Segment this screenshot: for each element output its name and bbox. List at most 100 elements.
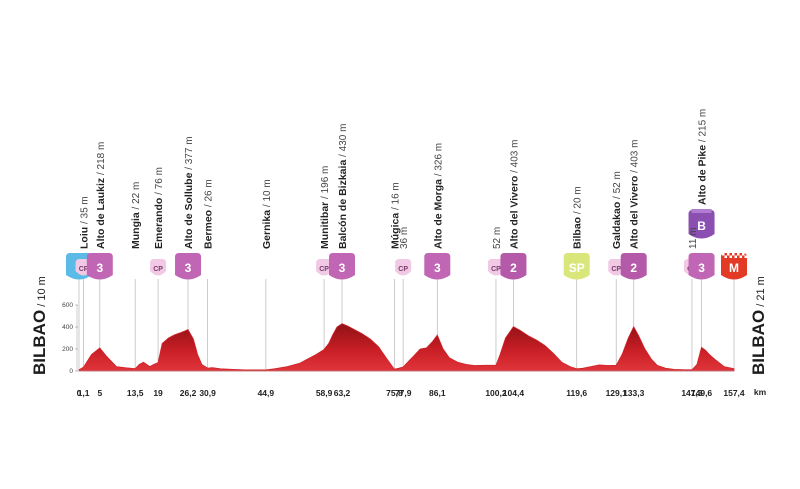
badge-text: 2 [510, 261, 517, 275]
badge-text: 2 [630, 261, 637, 275]
point-name: Alto del Vivero [508, 176, 520, 249]
km-tick-label: 104,4 [503, 388, 525, 398]
km-tick-label: 5 [97, 388, 102, 398]
km-ticks: 01,1 5 13,5 19 26,2 30,9 44,9 58,9 63,2 75,877,9 8… [77, 388, 745, 398]
badge-text: 3 [434, 261, 441, 275]
point-label: Bermeo / 26 m [203, 179, 215, 249]
point-name: Alto de Pike [697, 145, 709, 205]
point-altitude: / 16 m [390, 182, 401, 213]
leader-lines [78, 279, 735, 370]
checkered-square [724, 255, 727, 258]
badge-cat3: 3 [424, 253, 451, 280]
point-label: Alto del Vivero / 403 m [629, 140, 641, 249]
km-tick-label: 0 [77, 388, 82, 398]
point-name: Alto de Morga [432, 179, 444, 249]
point-altitude: 36 m [399, 227, 410, 249]
checkered-square [737, 253, 740, 256]
point-name: Múgica [389, 213, 401, 249]
cp-badge-shape [608, 259, 625, 276]
km-tick-label: 13,5 [127, 388, 144, 398]
finish-city-label: BILBAO / 21 m [749, 276, 768, 375]
badge-text: 3 [96, 261, 103, 275]
point-altitude: / 10 m [262, 179, 273, 210]
profile-area [78, 323, 735, 372]
km-tick-label: 133,3 [623, 388, 645, 398]
point-label: Galdakao / 52 m [611, 171, 623, 249]
bonus-badge-cap [691, 209, 712, 213]
badge-cp: CP [608, 259, 625, 276]
y-tick-label: 400 [62, 324, 73, 331]
point-label: Alto de Laukiz / 218 m [95, 142, 107, 249]
point-name: Balcón de Bizkaia [337, 160, 349, 249]
cp-badge-shape [395, 259, 412, 276]
point-altitude: / 20 m [573, 186, 584, 217]
checkered-square [734, 255, 737, 258]
badge-shape [620, 253, 647, 280]
badge-shape [328, 253, 355, 280]
badge-shape [500, 253, 527, 280]
km-unit-label: km [754, 387, 767, 397]
point-label: Mungia / 22 m [130, 182, 142, 249]
cp-badge-text: CP [491, 266, 501, 273]
checkered-square [727, 253, 730, 256]
badge-finish: M [721, 253, 747, 280]
checkered-square [742, 253, 745, 256]
badge-cat2: 2 [500, 253, 527, 280]
cp-badge-text: CP [611, 266, 621, 273]
badge-text: M [729, 261, 739, 275]
point-name: Alto de Laukiz [95, 178, 107, 249]
point-name: Gernika [261, 210, 273, 249]
point-name: Bermeo [203, 210, 215, 249]
point-label: Alto de Sollube / 377 m [183, 136, 195, 249]
badge-shape [86, 253, 113, 280]
badge-shape [563, 253, 590, 280]
km-tick-label: 75,8 [386, 388, 403, 398]
point-label: Múgica / 16 m [389, 182, 401, 249]
point-altitude: / 218 m [96, 142, 107, 178]
km-tick-label: 44,9 [258, 388, 275, 398]
km-tick-label: 149,6 [691, 388, 713, 398]
point-label: Emerando / 76 m [153, 167, 165, 249]
badge-shape [721, 253, 747, 280]
km-tick-label: 58,9 [316, 388, 333, 398]
y-tick-label: 600 [62, 302, 73, 309]
km-tick-label: 1,1 [78, 388, 90, 398]
point-name: Emerando [153, 198, 165, 249]
km-tick-label: 19 [153, 388, 163, 398]
cp-badge-text: CP [398, 266, 408, 273]
checkered-square [744, 255, 747, 258]
point-name: Alto de Sollube [183, 172, 195, 249]
point-altitude: / 76 m [154, 167, 165, 198]
cp-badge-text: CP [79, 266, 89, 273]
point-label: Loiu / 35 m [79, 196, 91, 249]
km-tick-label: 100,2 [485, 388, 507, 398]
point-altitude: / 215 m [698, 109, 709, 145]
badge-cat2: 2 [620, 253, 647, 280]
km-tick-label: 129,1 [606, 388, 628, 398]
point-label: 11 m [688, 228, 699, 250]
point-altitude: 52 m [492, 227, 503, 249]
finish-altitude-value: 21 m [755, 276, 767, 300]
point-name: Alto del Vivero [629, 176, 641, 249]
point-name: Galdakao [611, 202, 623, 249]
badge-cp: CP [150, 259, 167, 276]
bonus-badge-shape [688, 210, 715, 239]
badge-shape [688, 253, 715, 280]
point-altitude: / 403 m [630, 140, 641, 176]
km-tick-label: 30,9 [199, 388, 216, 398]
point-name: Bilbao [572, 217, 584, 249]
point-altitude: / 196 m [320, 166, 331, 202]
badge-cat3: 3 [86, 253, 113, 280]
point-label: 36 m [399, 227, 410, 249]
badge-cp: CP [316, 259, 333, 276]
badge-shape [424, 253, 451, 280]
badge-cp: CP [395, 259, 412, 276]
point-label: Alto de Pike / 215 m [697, 109, 709, 205]
start-city-label: BILBAO / 10 m [30, 276, 49, 375]
point-altitude: / 326 m [433, 143, 444, 179]
bonus-badge-text: B [697, 219, 706, 233]
checkered-square [732, 253, 735, 256]
km-tick-label: 86,1 [429, 388, 446, 398]
point-label: Munitibar / 196 m [319, 166, 331, 249]
point-name: Mungia [130, 212, 142, 249]
